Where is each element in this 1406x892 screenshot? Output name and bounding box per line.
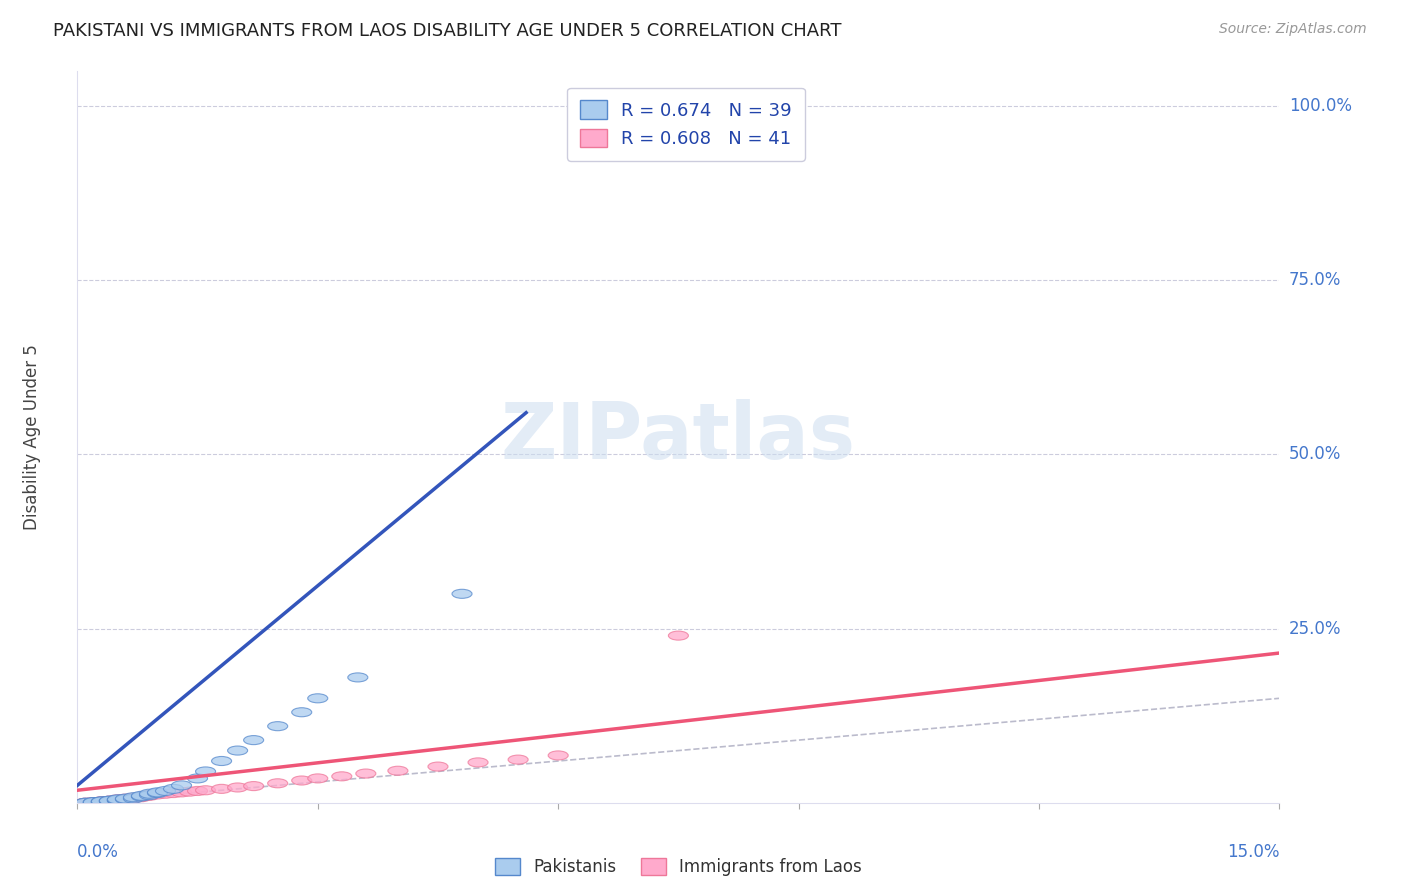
Ellipse shape <box>148 789 167 797</box>
Legend: Pakistanis, Immigrants from Laos: Pakistanis, Immigrants from Laos <box>488 851 869 883</box>
Ellipse shape <box>83 797 104 806</box>
Ellipse shape <box>131 792 152 801</box>
Text: Disability Age Under 5: Disability Age Under 5 <box>22 344 41 530</box>
Ellipse shape <box>100 797 120 805</box>
Ellipse shape <box>115 795 135 804</box>
Ellipse shape <box>195 767 215 776</box>
Ellipse shape <box>131 793 152 802</box>
Ellipse shape <box>139 790 159 799</box>
Ellipse shape <box>163 784 184 793</box>
Ellipse shape <box>332 772 352 780</box>
Ellipse shape <box>91 797 111 806</box>
Ellipse shape <box>267 722 288 731</box>
Ellipse shape <box>115 795 135 804</box>
Ellipse shape <box>228 746 247 756</box>
Ellipse shape <box>91 797 111 806</box>
Ellipse shape <box>100 797 120 805</box>
Ellipse shape <box>163 789 184 797</box>
Ellipse shape <box>427 762 449 771</box>
Ellipse shape <box>124 793 143 803</box>
Ellipse shape <box>124 793 143 802</box>
Ellipse shape <box>243 781 264 790</box>
Ellipse shape <box>243 736 264 745</box>
Ellipse shape <box>139 790 159 799</box>
Ellipse shape <box>83 797 104 806</box>
Ellipse shape <box>180 787 200 797</box>
Ellipse shape <box>115 794 135 803</box>
Ellipse shape <box>76 798 96 807</box>
Ellipse shape <box>187 774 208 783</box>
Text: ZIPatlas: ZIPatlas <box>501 399 856 475</box>
Ellipse shape <box>139 791 159 800</box>
Ellipse shape <box>91 797 111 806</box>
Ellipse shape <box>356 769 375 778</box>
Ellipse shape <box>124 793 143 803</box>
Ellipse shape <box>388 766 408 775</box>
Ellipse shape <box>508 756 529 764</box>
Ellipse shape <box>107 795 128 804</box>
Ellipse shape <box>91 797 111 806</box>
Text: 25.0%: 25.0% <box>1289 620 1341 638</box>
Ellipse shape <box>107 796 128 805</box>
Ellipse shape <box>83 798 104 807</box>
Ellipse shape <box>548 751 568 760</box>
Ellipse shape <box>668 631 689 640</box>
Ellipse shape <box>308 694 328 703</box>
Ellipse shape <box>100 797 120 805</box>
Ellipse shape <box>148 790 167 799</box>
Text: 15.0%: 15.0% <box>1227 843 1279 861</box>
Ellipse shape <box>291 707 312 717</box>
Ellipse shape <box>187 787 208 796</box>
Ellipse shape <box>107 796 128 805</box>
Ellipse shape <box>211 784 232 793</box>
Ellipse shape <box>228 783 247 792</box>
Ellipse shape <box>124 794 143 803</box>
Ellipse shape <box>172 780 191 790</box>
Ellipse shape <box>83 797 104 806</box>
Ellipse shape <box>156 789 176 798</box>
Ellipse shape <box>107 795 128 804</box>
Ellipse shape <box>107 796 128 805</box>
Ellipse shape <box>211 756 232 765</box>
Ellipse shape <box>451 590 472 599</box>
Ellipse shape <box>91 797 111 806</box>
Ellipse shape <box>195 786 215 795</box>
Ellipse shape <box>347 673 368 682</box>
Ellipse shape <box>76 798 96 807</box>
Ellipse shape <box>91 797 111 806</box>
Ellipse shape <box>83 797 104 806</box>
Ellipse shape <box>76 798 96 807</box>
Ellipse shape <box>172 788 191 797</box>
Text: 75.0%: 75.0% <box>1289 271 1341 289</box>
Ellipse shape <box>115 794 135 803</box>
Text: PAKISTANI VS IMMIGRANTS FROM LAOS DISABILITY AGE UNDER 5 CORRELATION CHART: PAKISTANI VS IMMIGRANTS FROM LAOS DISABI… <box>53 22 842 40</box>
Ellipse shape <box>291 776 312 785</box>
Ellipse shape <box>76 798 96 807</box>
Ellipse shape <box>148 788 167 797</box>
Ellipse shape <box>267 779 288 788</box>
Text: 50.0%: 50.0% <box>1289 445 1341 464</box>
Text: 100.0%: 100.0% <box>1289 97 1353 115</box>
Ellipse shape <box>139 789 159 798</box>
Text: Source: ZipAtlas.com: Source: ZipAtlas.com <box>1219 22 1367 37</box>
Ellipse shape <box>100 797 120 805</box>
Ellipse shape <box>131 791 152 800</box>
Ellipse shape <box>131 792 152 801</box>
Ellipse shape <box>107 796 128 805</box>
Ellipse shape <box>468 758 488 767</box>
Ellipse shape <box>308 774 328 783</box>
Text: 0.0%: 0.0% <box>77 843 120 861</box>
Ellipse shape <box>91 797 111 806</box>
Ellipse shape <box>100 797 120 806</box>
Ellipse shape <box>107 797 128 805</box>
Ellipse shape <box>156 787 176 796</box>
